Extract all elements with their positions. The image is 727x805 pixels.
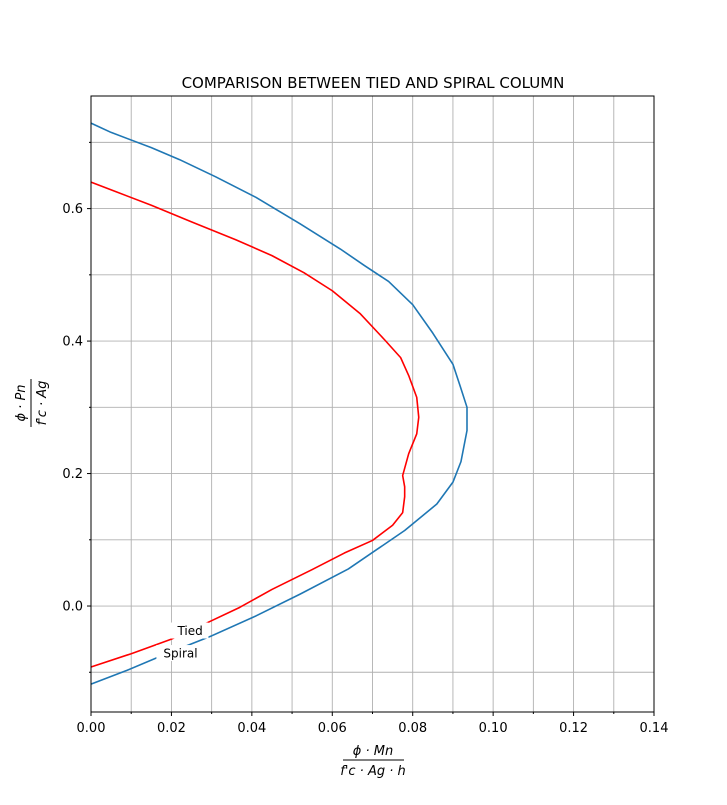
x-tick-label: 0.12: [559, 721, 588, 736]
y-axis-label: ϕ · Pn f'c · Ag: [14, 379, 50, 427]
grid-layer: [90, 96, 655, 712]
y-tick-label: 0.2: [62, 467, 83, 482]
series-layer: [90, 122, 468, 685]
inline-label-background: [170, 622, 209, 639]
x-tick-label: 0.04: [237, 721, 266, 736]
series-line-tied: [90, 181, 420, 668]
y-tick-label: 0.4: [62, 335, 83, 350]
inline-label-text: Spiral: [163, 647, 197, 661]
x-tick-label: 0.10: [479, 721, 508, 736]
y-tick-label: 0.0: [62, 600, 83, 615]
chart-title: COMPARISON BETWEEN TIED AND SPIRAL COLUM…: [182, 74, 565, 92]
inline-label-spiral: Spiral: [156, 645, 198, 662]
inline-label-background: [156, 645, 195, 662]
x-tick-label: 0.14: [640, 721, 669, 736]
x-tick-label: 0.02: [157, 721, 186, 736]
x-axis-label-numerator: ϕ · Mn: [353, 744, 393, 759]
inline-label-tied: Tied: [170, 622, 209, 639]
y-axis-label-numerator: ϕ · Pn: [14, 384, 29, 421]
x-tick-label: 0.00: [77, 721, 106, 736]
series-line-spiral: [90, 122, 468, 685]
x-axis-label: ϕ · Mn f'c · Ag · h: [340, 744, 405, 779]
ticks-layer: 0.00 0.02 0.04 0.06 0.08 0.10 0.12 0.14 0.0 0.2 0.…: [62, 141, 669, 736]
y-axis-label-denominator: f'c · Ag: [35, 381, 50, 426]
y-tick-label: 0.6: [62, 202, 83, 217]
x-tick-label: 0.06: [318, 721, 347, 736]
x-axis-label-denominator: f'c · Ag · h: [340, 764, 405, 779]
x-tick-label: 0.08: [398, 721, 427, 736]
inline-label-text: Tied: [176, 624, 202, 638]
inline-labels-layer: Tied Spiral: [156, 622, 209, 662]
